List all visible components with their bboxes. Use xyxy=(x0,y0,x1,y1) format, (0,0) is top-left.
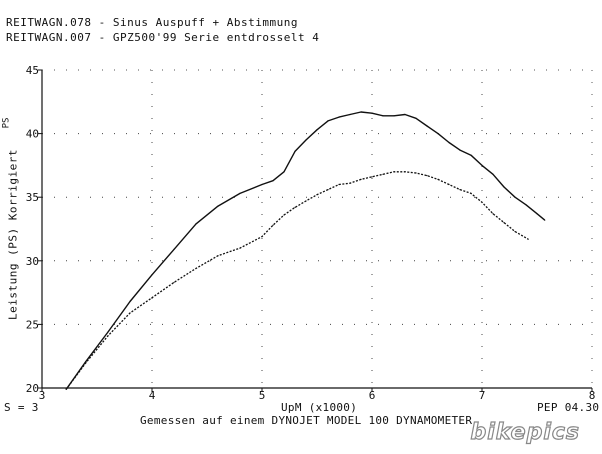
grid xyxy=(42,70,592,388)
data-point-2 xyxy=(360,178,362,180)
x-tick-label: 6 xyxy=(369,389,376,402)
x-tick-label: 8 xyxy=(589,389,596,402)
data-point-1 xyxy=(316,129,318,131)
x-tick-label: 7 xyxy=(479,389,486,402)
data-point-2 xyxy=(393,171,395,173)
data-point-1 xyxy=(217,205,219,207)
data-point-2 xyxy=(503,222,505,224)
data-point-1 xyxy=(514,196,516,198)
data-point-2 xyxy=(316,194,318,196)
data-point-2 xyxy=(459,188,461,191)
data-point-2 xyxy=(151,297,153,299)
bikepics-logo: bikepics xyxy=(470,419,580,445)
data-point-2 xyxy=(85,361,87,364)
data-point-2 xyxy=(338,183,340,186)
y-tick-label: 20 xyxy=(26,382,39,395)
data-point-2 xyxy=(437,178,439,180)
data-point-1 xyxy=(544,219,546,221)
data-point-2 xyxy=(173,281,175,284)
credit-label: PEP 04.30 xyxy=(537,401,600,414)
data-point-1 xyxy=(338,116,340,118)
data-point-2 xyxy=(65,388,67,390)
data-point-2 xyxy=(371,176,373,178)
data-point-1 xyxy=(415,117,417,119)
data-point-1 xyxy=(536,213,538,215)
x-tick-label: 5 xyxy=(259,389,266,402)
data-point-1 xyxy=(129,300,131,303)
data-point-2 xyxy=(195,267,197,270)
data-point-2 xyxy=(527,238,529,240)
data-point-1 xyxy=(261,183,263,186)
data-point-1 xyxy=(195,223,197,225)
x-tick-label: 4 xyxy=(149,389,156,402)
data-point-1 xyxy=(371,112,373,114)
data-point-1 xyxy=(492,173,494,175)
data-point-1 xyxy=(327,120,329,122)
data-point-1 xyxy=(349,113,351,116)
series-line-1 xyxy=(65,111,546,390)
axes xyxy=(38,69,593,392)
x-tick-label: 3 xyxy=(39,389,46,402)
y-tick-label: 25 xyxy=(26,318,39,331)
data-point-2 xyxy=(305,200,307,202)
y-tick-label: 40 xyxy=(26,128,39,141)
data-point-1 xyxy=(459,149,461,151)
data-point-1 xyxy=(294,150,296,153)
data-point-1 xyxy=(437,133,439,135)
data-point-2 xyxy=(426,174,428,177)
data-point-2 xyxy=(283,214,285,216)
data-point-2 xyxy=(448,183,450,186)
y-tick-label: 35 xyxy=(26,191,39,204)
data-point-2 xyxy=(514,230,516,233)
data-point-1 xyxy=(525,204,527,206)
data-point-2 xyxy=(107,335,109,337)
data-point-1 xyxy=(85,360,87,362)
data-point-2 xyxy=(492,213,494,215)
data-point-2 xyxy=(294,206,296,208)
data-point-2 xyxy=(349,182,351,184)
footer-caption: Gemessen auf einem DYNOJET MODEL 100 DYN… xyxy=(140,414,473,427)
data-point-1 xyxy=(239,192,241,194)
data-point-1 xyxy=(151,274,153,276)
data-point-1 xyxy=(503,186,505,188)
data-point-1 xyxy=(382,115,384,117)
series-line-2 xyxy=(65,171,529,390)
data-point-2 xyxy=(382,173,384,175)
y-tick-label: 30 xyxy=(26,255,39,268)
data-point-1 xyxy=(283,171,285,173)
data-point-1 xyxy=(393,115,395,117)
data-point-1 xyxy=(173,248,175,250)
data-point-1 xyxy=(426,125,428,127)
data-point-1 xyxy=(305,139,307,141)
legend-entry-2: REITWAGN.007 - GPZ500'99 Serie entdrosse… xyxy=(6,31,320,44)
series-group xyxy=(65,111,546,390)
data-point-1 xyxy=(448,141,450,144)
data-point-1 xyxy=(481,164,483,166)
y-tick-label: 45 xyxy=(26,64,39,77)
data-point-1 xyxy=(107,331,109,333)
data-point-1 xyxy=(272,180,274,182)
legend-entry-1: REITWAGN.078 - Sinus Auspuff + Abstimmun… xyxy=(6,16,299,29)
smoothing-label: S = 3 xyxy=(4,401,39,414)
data-point-2 xyxy=(217,255,219,257)
data-point-2 xyxy=(481,201,483,203)
data-point-2 xyxy=(239,247,241,249)
data-point-1 xyxy=(404,113,406,116)
data-point-2 xyxy=(470,192,472,194)
data-point-2 xyxy=(404,171,406,173)
data-point-2 xyxy=(327,188,329,191)
data-point-2 xyxy=(129,312,131,314)
data-point-2 xyxy=(261,236,263,238)
data-point-2 xyxy=(272,224,274,226)
data-point-1 xyxy=(360,111,362,113)
x-axis-label: UpM (x1000) xyxy=(281,401,358,414)
data-point-1 xyxy=(470,154,472,156)
data-point-2 xyxy=(415,172,417,174)
